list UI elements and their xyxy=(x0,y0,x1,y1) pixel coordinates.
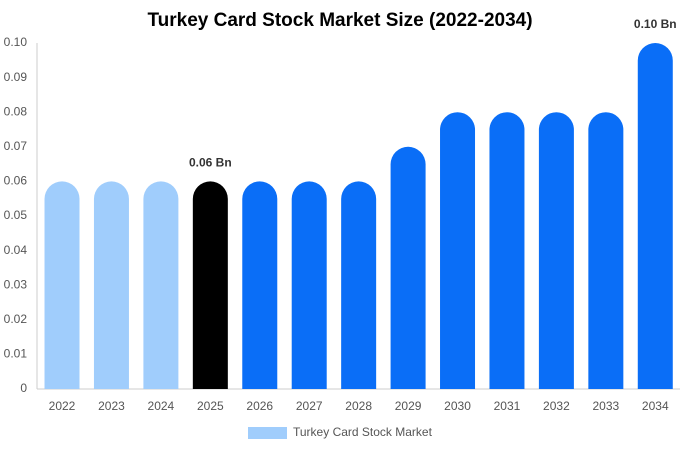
x-tick-label: 2023 xyxy=(98,399,125,413)
bar xyxy=(390,146,426,389)
bar xyxy=(489,112,525,389)
bar xyxy=(341,181,377,389)
value-label: 0.10 Bn xyxy=(634,17,677,31)
legend-label: Turkey Card Stock Market xyxy=(293,425,433,439)
x-tick-label: 2033 xyxy=(592,399,619,413)
y-tick-label: 0.09 xyxy=(4,70,28,84)
bar xyxy=(143,181,179,389)
y-tick-label: 0.06 xyxy=(4,174,28,188)
bar xyxy=(588,112,624,389)
bar xyxy=(44,181,80,389)
bar xyxy=(538,112,574,389)
y-tick-label: 0.04 xyxy=(4,243,28,257)
bar xyxy=(291,181,327,389)
legend-swatch xyxy=(248,427,287,439)
x-tick-label: 2032 xyxy=(543,399,570,413)
chart-title: Turkey Card Stock Market Size (2022-2034… xyxy=(147,10,532,31)
x-tick-label: 2024 xyxy=(148,399,175,413)
bar xyxy=(637,43,673,389)
y-tick-label: 0.03 xyxy=(4,277,28,291)
x-tick-label: 2030 xyxy=(444,399,471,413)
y-tick-label: 0.05 xyxy=(4,208,28,222)
x-tick-label: 2034 xyxy=(642,399,669,413)
y-tick-label: 0.02 xyxy=(4,312,28,326)
x-tick-label: 2026 xyxy=(246,399,273,413)
bar xyxy=(242,181,278,389)
value-label: 0.06 Bn xyxy=(189,156,232,170)
x-tick-label: 2027 xyxy=(296,399,323,413)
x-tick-label: 2022 xyxy=(49,399,76,413)
y-tick-label: 0.08 xyxy=(4,104,28,118)
bar xyxy=(440,112,476,389)
y-tick-label: 0.07 xyxy=(4,139,28,153)
bar xyxy=(192,181,228,389)
y-tick-label: 0 xyxy=(20,381,27,395)
x-tick-label: 2031 xyxy=(494,399,521,413)
bar xyxy=(93,181,129,389)
x-tick-label: 2029 xyxy=(395,399,422,413)
y-tick-label: 0.01 xyxy=(4,347,28,361)
x-tick-label: 2028 xyxy=(345,399,372,413)
y-tick-label: 0.10 xyxy=(4,35,28,49)
x-tick-label: 2025 xyxy=(197,399,224,413)
